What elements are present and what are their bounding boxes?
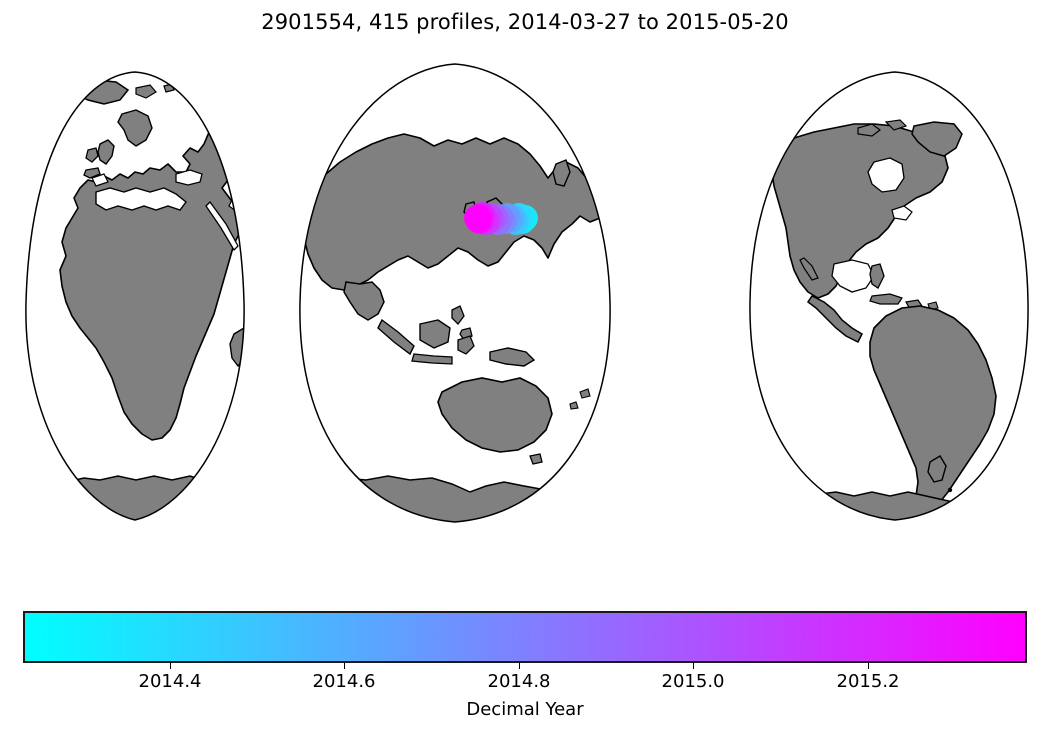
colorbar-tick bbox=[344, 663, 345, 669]
falklands-dot bbox=[947, 487, 953, 493]
colorbar-tick bbox=[693, 663, 694, 669]
antarctica-lobe3 bbox=[751, 491, 1027, 520]
lobe-boundary-3 bbox=[749, 71, 1029, 521]
profile-scatter-points bbox=[464, 202, 538, 235]
profile-point bbox=[464, 205, 490, 231]
colorbar[interactable] bbox=[23, 611, 1027, 663]
map-axes bbox=[0, 52, 1050, 552]
philippines bbox=[451, 305, 473, 341]
sulawesi bbox=[457, 335, 475, 355]
page-title: 2901554, 415 profiles, 2014-03-27 to 201… bbox=[261, 10, 789, 34]
red-sea bbox=[205, 201, 239, 252]
ireland bbox=[85, 147, 99, 163]
black-sea bbox=[175, 169, 203, 186]
scandinavia bbox=[117, 109, 153, 147]
biscay-bay bbox=[91, 173, 109, 187]
arctic-archipelago bbox=[857, 119, 908, 137]
colorbar-tick bbox=[170, 663, 171, 669]
australia bbox=[437, 377, 553, 453]
landmass-asia bbox=[299, 133, 605, 291]
florida bbox=[869, 263, 885, 289]
pacific-islet-2 bbox=[569, 401, 579, 410]
lobe-asia-australia bbox=[299, 63, 668, 523]
hudson-bay bbox=[867, 157, 905, 193]
colorbar-tick bbox=[868, 663, 869, 669]
world-map bbox=[25, 63, 1029, 523]
svalbard bbox=[135, 84, 157, 99]
lobe-americas bbox=[749, 71, 1029, 521]
gulf-of-mexico bbox=[831, 259, 875, 293]
kamchatka bbox=[552, 159, 571, 187]
pacific-islet-3 bbox=[612, 397, 622, 406]
antarctica-lobe2 bbox=[301, 475, 611, 522]
lobe-boundary-1 bbox=[25, 71, 245, 521]
greenland-right bbox=[911, 121, 963, 157]
new-zealand bbox=[581, 437, 603, 473]
new-guinea bbox=[489, 347, 536, 367]
colorbar-tick-label: 2014.8 bbox=[487, 671, 551, 692]
sumatra bbox=[377, 318, 415, 356]
lobe-boundary-2 bbox=[299, 63, 611, 523]
great-lakes bbox=[891, 205, 913, 221]
iceland bbox=[83, 167, 101, 179]
colorbar-axis-label: Decimal Year bbox=[466, 699, 584, 720]
colorbar-tick-label: 2015.2 bbox=[836, 671, 900, 692]
colorbar-tick-label: 2015.0 bbox=[661, 671, 725, 692]
lobe-europe-africa bbox=[25, 71, 283, 521]
antarctic-peninsula bbox=[927, 455, 947, 483]
hawaii-dot bbox=[663, 286, 668, 291]
tasmania bbox=[529, 453, 543, 465]
baja-california bbox=[799, 257, 819, 281]
colorbar-tick-label: 2014.6 bbox=[312, 671, 376, 692]
borneo bbox=[419, 319, 451, 349]
mediterranean-sea bbox=[95, 187, 187, 211]
cuba bbox=[869, 293, 903, 305]
colorbar-gradient bbox=[23, 611, 1027, 663]
colorbar-tick bbox=[519, 663, 520, 669]
india-peninsula bbox=[343, 281, 385, 321]
island-dot bbox=[278, 437, 283, 442]
central-america bbox=[806, 295, 863, 344]
antarctica-lobe1 bbox=[29, 475, 245, 520]
great-britain bbox=[97, 139, 115, 165]
south-america bbox=[869, 305, 997, 515]
colorbar-tick-label: 2014.4 bbox=[138, 671, 202, 692]
pacific-islet-1 bbox=[579, 388, 591, 399]
java bbox=[411, 353, 453, 365]
